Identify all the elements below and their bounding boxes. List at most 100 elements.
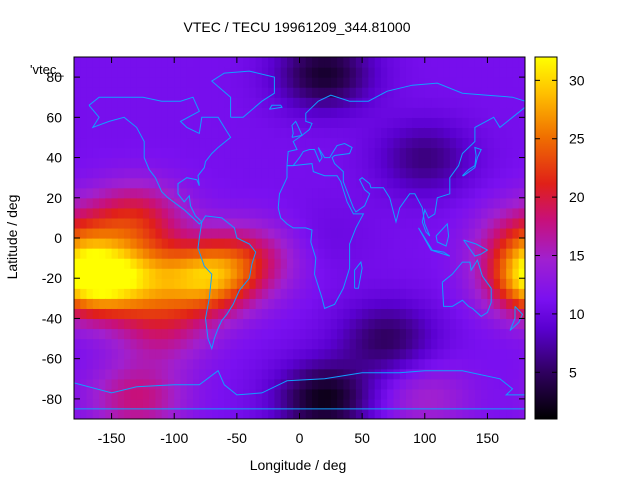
heatmap-cell: [99, 378, 106, 390]
heatmap-cell: [462, 177, 470, 189]
heatmap-cell: [312, 368, 319, 380]
heatmap-cell: [368, 177, 376, 189]
heatmap-cell: [405, 268, 413, 279]
heatmap-cell: [355, 368, 363, 380]
heatmap-cell: [305, 378, 313, 390]
heatmap-cell: [236, 87, 244, 98]
heatmap-cell: [518, 137, 525, 149]
heatmap-cell: [337, 358, 344, 370]
heatmap-cell: [149, 87, 157, 98]
heatmap-cell: [468, 318, 476, 330]
heatmap-cell: [362, 127, 369, 139]
heatmap-cell: [199, 328, 207, 340]
heatmap-cell: [199, 408, 207, 419]
heatmap-cell: [280, 57, 288, 68]
heatmap-cell: [405, 57, 413, 68]
heatmap-cell: [487, 227, 495, 239]
heatmap-cell: [286, 298, 294, 309]
heatmap-cell: [149, 197, 157, 209]
heatmap-cell: [249, 378, 257, 390]
heatmap-cell: [130, 177, 138, 189]
heatmap-cell: [218, 318, 225, 330]
x-tick-label: 50: [354, 430, 370, 446]
heatmap-cell: [405, 217, 413, 229]
heatmap-cell: [424, 197, 432, 209]
heatmap-cell: [355, 187, 363, 199]
coastline: [88, 96, 232, 225]
heatmap-cell: [86, 67, 94, 78]
heatmap-cell: [393, 127, 401, 139]
heatmap-cell: [380, 157, 388, 169]
heatmap-cell: [456, 278, 463, 289]
heatmap-cell: [99, 137, 106, 149]
heatmap-cell: [174, 288, 182, 299]
heatmap-cell: [487, 348, 495, 360]
heatmap-cell: [105, 197, 113, 209]
heatmap-cell: [481, 328, 489, 340]
heatmap-cell: [249, 388, 257, 400]
heatmap-cell: [405, 167, 413, 179]
heatmap-cell: [117, 398, 125, 410]
heatmap-cell: [274, 388, 282, 400]
heatmap-cell: [261, 348, 269, 360]
heatmap-cell: [274, 147, 282, 159]
heatmap-cell: [149, 278, 157, 289]
heatmap-cell: [456, 197, 463, 209]
heatmap-cell: [405, 117, 413, 128]
heatmap-cell: [374, 57, 382, 68]
heatmap-cell: [487, 368, 495, 380]
heatmap-cell: [243, 318, 250, 330]
heatmap-cell: [337, 187, 344, 199]
heatmap-cell: [412, 338, 420, 350]
heatmap-cell: [280, 408, 288, 419]
heatmap-cell: [205, 67, 213, 78]
heatmap-cell: [286, 408, 294, 419]
heatmap-cell: [186, 177, 194, 189]
heatmap-cell: [518, 378, 525, 390]
heatmap-cell: [456, 318, 463, 330]
heatmap-cell: [299, 227, 307, 239]
heatmap-cell: [86, 258, 94, 269]
heatmap-cell: [86, 227, 94, 239]
heatmap-cell: [274, 77, 282, 88]
heatmap-cell: [481, 97, 489, 108]
heatmap-cell: [193, 368, 200, 380]
heatmap-cell: [355, 288, 363, 299]
heatmap-cell: [243, 167, 250, 179]
heatmap-cell: [393, 258, 401, 269]
heatmap-cell: [199, 238, 207, 249]
heatmap-cell: [293, 97, 301, 108]
heatmap-cell: [424, 217, 432, 229]
heatmap-cell: [111, 348, 119, 360]
heatmap-cell: [362, 288, 369, 299]
heatmap-cell: [136, 398, 144, 410]
heatmap-cell: [218, 207, 225, 219]
heatmap-cell: [349, 318, 357, 330]
heatmap-cell: [312, 248, 319, 259]
heatmap-cell: [155, 328, 163, 340]
heatmap-cell: [224, 97, 232, 108]
heatmap-cell: [362, 57, 369, 68]
heatmap-cell: [343, 378, 351, 390]
heatmap-cell: [318, 67, 326, 78]
heatmap-cell: [299, 77, 307, 88]
heatmap-cell: [174, 368, 182, 380]
heatmap-cell: [362, 207, 369, 219]
heatmap-cell: [368, 388, 376, 400]
heatmap-cell: [199, 177, 207, 189]
heatmap-cell: [399, 328, 407, 340]
heatmap-cell: [274, 207, 282, 219]
heatmap-cell: [243, 378, 250, 390]
heatmap-cell: [161, 137, 169, 149]
heatmap-cell: [424, 167, 432, 179]
heatmap-cell: [474, 328, 482, 340]
heatmap-cell: [312, 157, 319, 169]
heatmap-cell: [130, 77, 138, 88]
heatmap-cell: [80, 137, 88, 149]
heatmap-cell: [349, 308, 357, 320]
heatmap-cell: [199, 258, 207, 269]
heatmap-cell: [261, 207, 269, 219]
heatmap-cell: [99, 187, 106, 199]
heatmap-cell: [280, 167, 288, 179]
heatmap-cell: [174, 318, 182, 330]
